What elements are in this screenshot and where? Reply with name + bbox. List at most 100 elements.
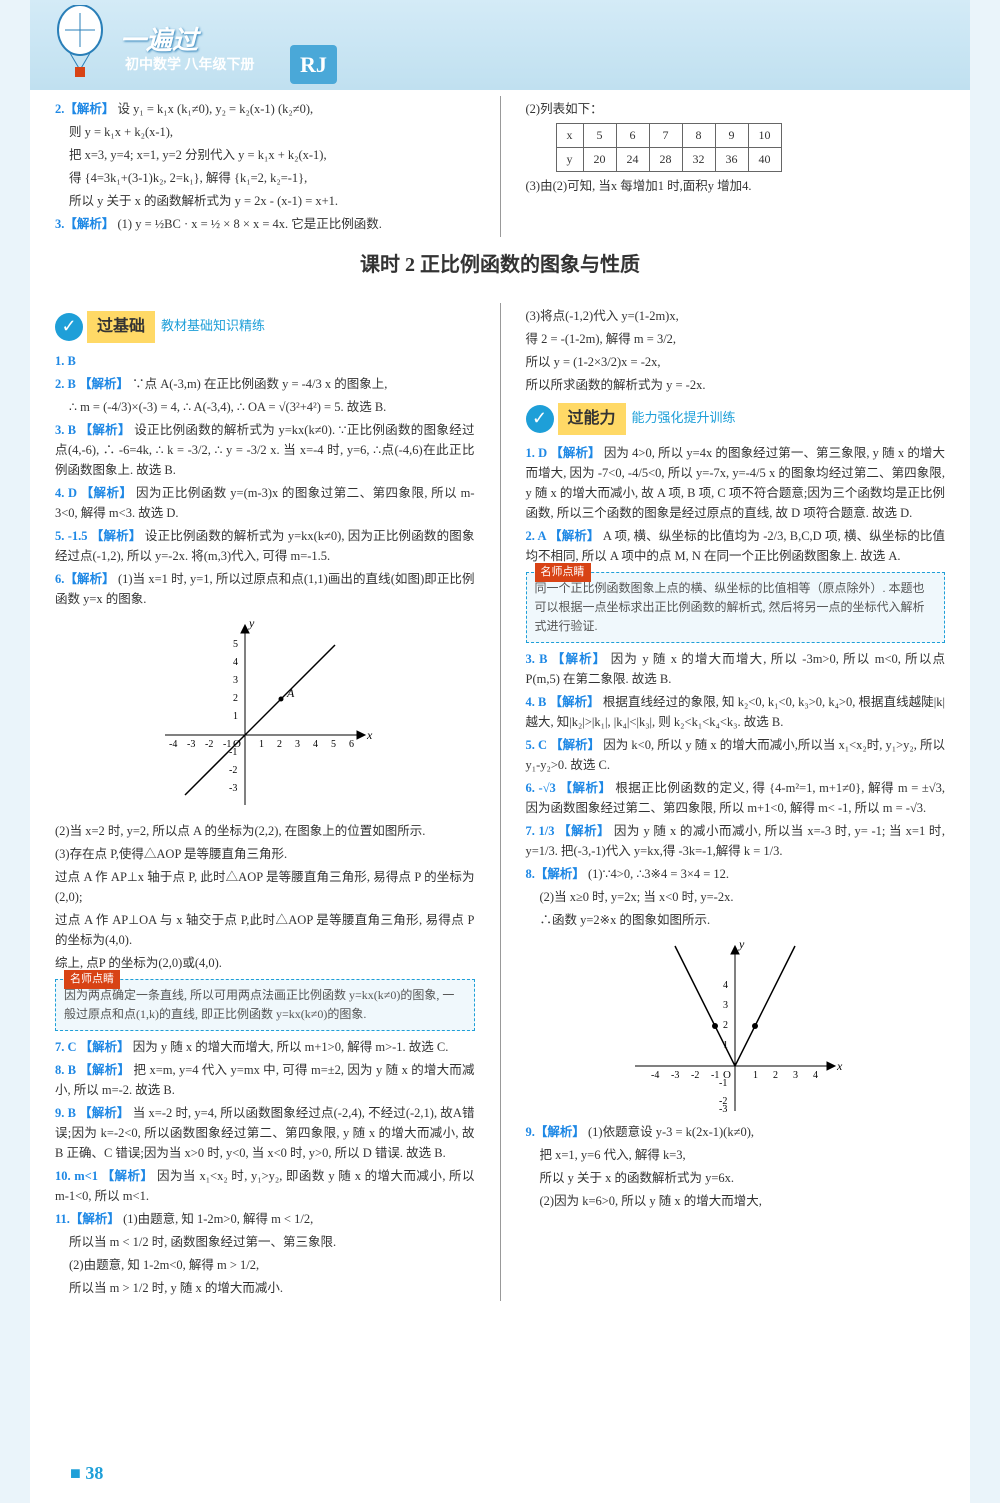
svg-text:2: 2 [773,1070,778,1081]
q11e: 所以当 m > 1/2 时, y 随 x 的增大而减小. [55,1278,475,1298]
svg-text:4: 4 [313,739,318,750]
svg-text:-4: -4 [651,1070,659,1081]
q6f: 过点 A 作 AP⊥OA 与 x 轴交于点 P,此时△AOP 是等腰直角三角形,… [55,910,475,950]
r2: 得 2 = -(1-2m), 解得 m = 3/2, [526,329,946,349]
r3: 所以 y = (1-2×3/2)x = -2x, [526,352,946,372]
q11a: 11.【解析】 [55,1212,120,1226]
rq3a: 3. B 【解析】 [526,652,607,666]
svg-text:-3: -3 [187,739,195,750]
rq9a: 9.【解析】 [526,1125,585,1139]
svg-text:-3: -3 [671,1070,679,1081]
right-column: (3)将点(-1,2)代入 y=(1-2m)x, 得 2 = -(1-2m), … [526,303,946,1301]
q7b: 因为 y 随 x 的增大而增大, 所以 m+1>0, 解得 m>-1. 故选 C… [133,1040,449,1054]
section-basic-label: 过基础 [87,311,155,343]
q2a: 2. B 【解析】 [55,377,129,391]
rq9b: (1)依题意设 y-3 = k(2x-1)(k≠0), [588,1125,754,1139]
svg-text:5: 5 [233,639,238,650]
q9a: 9. B 【解析】 [55,1106,130,1120]
rq9c: 把 x=1, y=6 代入, 解得 k=3, [526,1145,946,1165]
r4: 所以所求函数的解析式为 y = -2x. [526,375,946,395]
q10a: 10. m<1 【解析】 [55,1169,153,1183]
rq7a: 7. 1/3 【解析】 [526,824,611,838]
q2-line4: 得 {4=3k₁+(3-1)k₂, 2=k₁}, 解得 {k₁=2, k₂=-1… [55,168,475,188]
chart-vshape: x y O 1234 -1-2-3-4 1234 -1-2-3 [625,936,845,1116]
top-left-col: 2.【解析】 设 y₁ = k₁x (k₁≠0), y₂ = k₂(x-1) (… [55,96,475,237]
q8a: 8. B 【解析】 [55,1063,130,1077]
check-icon: ✓ [55,313,83,341]
section-basic: ✓ 过基础 教材基础知识精练 [55,311,475,343]
q2c: ∴ m = (-4/3)×(-3) = 4, ∴ A(-3,4), ∴ OA =… [55,397,475,417]
q2-label: 2.【解析】 [55,102,114,116]
lesson-title: 课时 2 正比例函数的图象与性质 [30,237,970,293]
q2-line3: 把 x=3, y=4; x=1, y=2 分别代入 y = k₁x + k₂(x… [55,145,475,165]
svg-text:-4: -4 [169,739,177,750]
section-basic-sub: 教材基础知识精练 [161,316,265,337]
rq2a: 2. A 【解析】 [526,529,600,543]
rq9d: 所以 y 关于 x 的函数解析式为 y=6x. [526,1168,946,1188]
section-ability-sub: 能力强化提升训练 [632,408,736,429]
rq9e: (2)因为 k=6>0, 所以 y 随 x 的增大而增大, [526,1191,946,1211]
q11b: (1)由题意, 知 1-2m>0, 解得 m < 1/2, [123,1212,313,1226]
svg-text:2: 2 [233,693,238,704]
section-ability: ✓ 过能力 能力强化提升训练 [526,403,946,435]
q6e: 过点 A 作 AP⊥x 轴于点 P, 此时△AOP 是等腰直角三角形, 易得点 … [55,867,475,907]
th-x: x [556,124,583,148]
q5a: 5. -1.5 【解析】 [55,529,142,543]
q7a: 7. C 【解析】 [55,1040,130,1054]
r1: (3)将点(-1,2)代入 y=(1-2m)x, [526,306,946,326]
balloon-icon [50,5,110,85]
tip-box-2: 名师点睛 同一个正比例函数图象上点的横、纵坐标的比值相等（原点除外）. 本题也可… [526,572,946,644]
check-icon-2: ✓ [526,405,554,433]
svg-text:4: 4 [723,980,728,991]
svg-text:-3: -3 [719,1104,727,1115]
top-right-col: (2)列表如下： x 5 6 7 8 9 10 y 20 24 28 32 [526,96,946,237]
svg-text:4: 4 [233,657,238,668]
tip-box-1: 名师点睛 因为两点确定一条直线, 所以可用两点法画正比例函数 y=kx(k≠0)… [55,979,475,1031]
q2-line1: 设 y₁ = k₁x (k₁≠0), y₂ = k₂(x-1) (k₂≠0), [118,102,314,116]
svg-text:5: 5 [331,739,336,750]
svg-text:A: A [286,686,295,700]
svg-text:-3: -3 [229,783,237,794]
rq1a: 1. D 【解析】 [526,446,601,460]
chart-linear: x y O 123456 -1-2-3-4 12345 -1-2-3 A [155,615,375,815]
svg-text:-2: -2 [229,765,237,776]
rq8d: ∴函数 y=2※x 的图象如图所示. [526,910,946,930]
tip-text-1: 因为两点确定一条直线, 所以可用两点法画正比例函数 y=kx(k≠0)的图象, … [64,988,454,1021]
rq6a: 6. -√3 【解析】 [526,781,612,795]
svg-text:y: y [738,937,745,951]
svg-text:3: 3 [793,1070,798,1081]
q2b: ∵点 A(-3,m) 在正比例函数 y = -4/3 x 的图象上, [132,377,387,391]
svg-text:2: 2 [723,1020,728,1031]
rq8b: (1)∵4>0, ∴3※4 = 3×4 = 12. [588,867,729,881]
q11d: (2)由题意, 知 1-2m<0, 解得 m > 1/2, [55,1255,475,1275]
q2-line2: 则 y = k₁x + k₂(x-1), [55,122,475,142]
q3-label: 3.【解析】 [55,217,114,231]
svg-text:-1: -1 [719,1078,727,1089]
page-header: 一遍过 初中数学 八年级下册 RJ [30,0,970,90]
svg-text:x: x [366,728,373,742]
q6b: (1)当 x=1 时, y=1, 所以过原点和点(1,1)画出的直线(如图)即正… [55,572,475,606]
page-number: 38 [70,1459,103,1488]
q6d: (3)存在点 P,使得△AOP 是等腰直角三角形. [55,844,475,864]
svg-text:3: 3 [723,1000,728,1011]
edition-badge: RJ [290,45,337,84]
q3a: 3. B 【解析】 [55,423,131,437]
svg-text:x: x [836,1059,843,1073]
q2-line5: 所以 y 关于 x 的函数解析式为 y = 2x - (x-1) = x+1. [55,191,475,211]
svg-text:2: 2 [277,739,282,750]
svg-text:-2: -2 [691,1070,699,1081]
svg-text:y: y [248,616,255,630]
svg-text:-2: -2 [205,739,213,750]
tip-text-2: 同一个正比例函数图象上点的横、纵坐标的比值相等（原点除外）. 本题也可以根据一点… [535,581,925,633]
rq8a: 8.【解析】 [526,867,585,881]
left-column: ✓ 过基础 教材基础知识精练 1. B 2. B 【解析】 ∵点 A(-3,m)… [55,303,475,1301]
q6c: (2)当 x=2 时, y=2, 所以点 A 的坐标为(2,2), 在图象上的位… [55,821,475,841]
svg-text:4: 4 [813,1070,818,1081]
q6a: 6.【解析】 [55,572,115,586]
svg-text:6: 6 [349,739,354,750]
tip-tag-1: 名师点睛 [64,970,120,990]
section-ability-label: 过能力 [558,403,626,435]
q3-right: (3)由(2)可知, 当x 每增加1 时,面积y 增加4. [526,176,946,196]
tip-tag-2: 名师点睛 [535,563,591,583]
svg-text:1: 1 [753,1070,758,1081]
